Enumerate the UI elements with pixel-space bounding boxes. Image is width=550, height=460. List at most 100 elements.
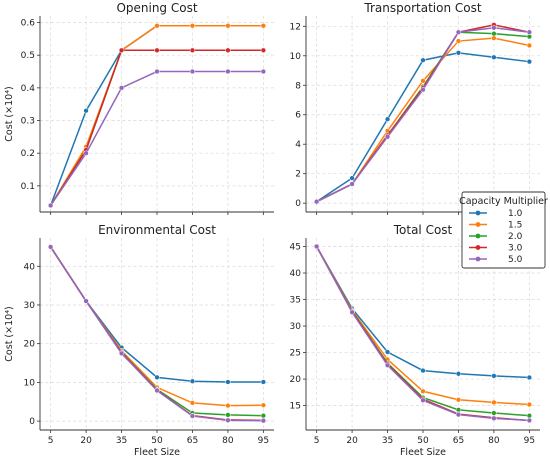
y-axis-label: Cost (×10⁴) bbox=[4, 306, 15, 361]
panel-3: 5 20 35 50 65 80 95 0 10 20 30 40 Environmental Cost… bbox=[4, 223, 274, 458]
x-tick-label: 20 bbox=[346, 436, 358, 446]
y-tick-label: 12 bbox=[290, 22, 301, 32]
data-point bbox=[260, 379, 267, 385]
data-point bbox=[189, 68, 196, 75]
x-tick-label: 20 bbox=[80, 436, 92, 446]
y-tick-label: 40 bbox=[24, 262, 36, 272]
legend-swatch-marker bbox=[475, 245, 481, 250]
y-tick-label: 35 bbox=[290, 296, 301, 306]
series-5.0 bbox=[47, 68, 267, 209]
data-point bbox=[189, 413, 196, 419]
data-point bbox=[260, 402, 267, 408]
y-axis-label: Cost (×10⁴) bbox=[4, 86, 15, 141]
x-tick-label: 95 bbox=[258, 436, 269, 446]
x-axis-label: Fleet Size bbox=[134, 447, 180, 458]
data-point bbox=[189, 378, 196, 384]
panel-1: 0.1 0.2 0.3 0.4 0.5 0.6 Opening Cost Cost (×10⁴… bbox=[4, 1, 274, 215]
y-tick-label: 2 bbox=[295, 170, 301, 180]
data-point bbox=[384, 116, 391, 122]
data-point bbox=[154, 68, 160, 75]
data-point bbox=[491, 415, 497, 421]
grid bbox=[40, 16, 274, 212]
y-tick-label: 0.6 bbox=[21, 19, 36, 29]
data-point bbox=[189, 23, 196, 29]
x-tick-label: 50 bbox=[151, 436, 163, 446]
x-tick-label: 5 bbox=[314, 436, 320, 446]
y-tick-label: 0 bbox=[29, 417, 35, 427]
y-tick-label: 6 bbox=[295, 111, 301, 121]
data-point bbox=[455, 38, 462, 44]
x-tick-label: 65 bbox=[187, 436, 198, 446]
data-point bbox=[349, 181, 355, 187]
data-point bbox=[420, 87, 426, 93]
data-point bbox=[420, 367, 426, 374]
x-tick-label: 95 bbox=[524, 436, 535, 446]
legend-title: Capacity Multiplier bbox=[459, 196, 548, 207]
data-point bbox=[260, 47, 267, 53]
y-tick-label: 20 bbox=[24, 340, 36, 350]
data-point bbox=[225, 412, 231, 418]
series-5.0 bbox=[313, 25, 533, 205]
x-tick-label: 80 bbox=[488, 436, 500, 446]
legend-entry-1.5: 1.5 bbox=[469, 221, 522, 231]
data-point bbox=[83, 298, 89, 304]
legend-swatch-marker bbox=[475, 256, 481, 262]
y-tick-label: 0.2 bbox=[21, 149, 35, 159]
series-3.0 bbox=[47, 47, 267, 209]
data-point bbox=[384, 134, 391, 140]
data-point bbox=[526, 401, 533, 408]
data-point bbox=[225, 47, 231, 53]
y-tick-label: 30 bbox=[24, 301, 36, 311]
y-tick-label: 30 bbox=[290, 322, 302, 332]
data-point bbox=[154, 374, 160, 381]
data-point bbox=[47, 202, 54, 209]
x-tick-label: 5 bbox=[48, 436, 54, 446]
y-tick-label: 0.1 bbox=[21, 182, 35, 192]
legend-entry-5.0: 5.0 bbox=[469, 255, 523, 265]
data-point bbox=[118, 85, 125, 91]
y-tick-label: 40 bbox=[290, 269, 302, 279]
legend-label: 1.5 bbox=[508, 221, 522, 231]
data-point bbox=[526, 417, 533, 424]
legend-swatch-marker bbox=[475, 222, 481, 227]
legend-label: 2.0 bbox=[508, 232, 523, 242]
y-tick-label: 10 bbox=[24, 378, 36, 388]
data-point bbox=[118, 350, 125, 357]
data-point bbox=[420, 78, 426, 84]
data-point bbox=[225, 402, 231, 409]
panel-title: Opening Cost bbox=[116, 1, 197, 15]
y-tick-label: 0.3 bbox=[21, 117, 35, 127]
data-point bbox=[189, 47, 196, 53]
panel-title: Environmental Cost bbox=[98, 223, 216, 237]
data-point bbox=[455, 371, 462, 377]
data-point bbox=[491, 410, 497, 416]
data-point bbox=[491, 31, 497, 37]
data-point bbox=[154, 387, 160, 394]
data-point bbox=[118, 47, 125, 53]
legend-label: 3.0 bbox=[508, 244, 523, 254]
legend-entries: 1.0 1.52.0 3.05.0 bbox=[469, 209, 523, 265]
grid bbox=[306, 16, 540, 212]
y-tick-label: 4 bbox=[295, 140, 301, 150]
series-1.0 bbox=[47, 244, 267, 385]
y-tick-label: 45 bbox=[290, 242, 301, 252]
data-point bbox=[420, 388, 426, 394]
x-tick-label: 50 bbox=[417, 436, 429, 446]
data-point bbox=[491, 373, 497, 379]
data-point bbox=[526, 29, 533, 35]
panel-4: 5 20 35 50 65 80 95 15 20 25 30 35 40 45 Total Cost Fle… bbox=[290, 223, 540, 458]
series-5.0 bbox=[313, 243, 533, 424]
data-point bbox=[260, 68, 267, 75]
y-tick-label: 0 bbox=[295, 199, 301, 209]
panel-title: Transportation Cost bbox=[363, 1, 481, 15]
y-tick-label: 15 bbox=[290, 402, 301, 412]
data-point bbox=[313, 199, 320, 205]
y-tick-label: 0.5 bbox=[21, 51, 35, 61]
y-tick-label: 20 bbox=[290, 375, 302, 385]
data-point bbox=[526, 374, 533, 381]
legend: Capacity Multiplier 1.0 1.52.0 3.05.0 bbox=[459, 191, 548, 269]
legend-box bbox=[461, 191, 546, 269]
y-tick-label: 8 bbox=[295, 81, 301, 91]
data-point bbox=[47, 244, 54, 250]
